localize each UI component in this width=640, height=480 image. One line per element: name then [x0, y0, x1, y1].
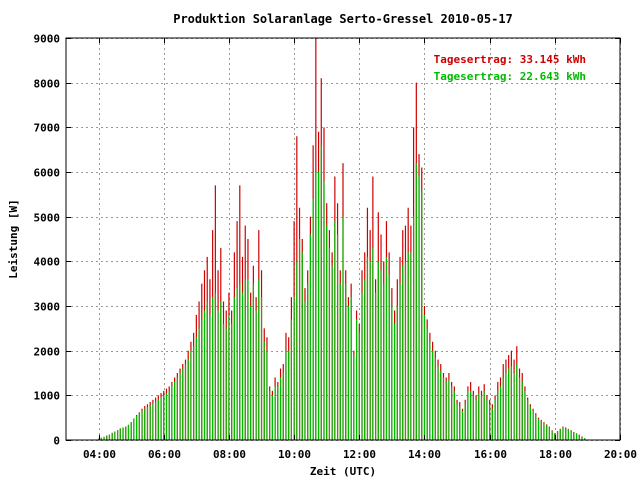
y-tick-label: 4000: [34, 256, 61, 269]
y-axis-label: Leistung [W]: [7, 199, 20, 278]
x-tick-label: 10:00: [278, 448, 311, 461]
legend: Tagesertrag: 33.145 kWh Tagesertrag: 22.…: [434, 53, 586, 83]
y-tick-label: 9000: [34, 33, 61, 46]
tick-labels: 04:00 06:00 08:00 10:00 12:00 14:00 16:00 18:00…: [34, 33, 638, 462]
x-tick-label: 20:00: [604, 448, 637, 461]
x-tick-label: 04:00: [83, 448, 116, 461]
ticks: [66, 38, 621, 441]
y-tick-label: 3000: [34, 301, 61, 314]
chart-title: Produktion Solaranlage Serto-Gressel 201…: [173, 12, 513, 26]
x-tick-label: 08:00: [213, 448, 246, 461]
x-tick-label: 14:00: [408, 448, 441, 461]
y-tick-label: 7000: [34, 122, 61, 135]
y-tick-label: 0: [53, 435, 60, 448]
x-tick-label: 06:00: [148, 448, 181, 461]
x-axis-label: Zeit (UTC): [310, 465, 376, 478]
x-tick-label: 18:00: [539, 448, 572, 461]
y-tick-label: 2000: [34, 346, 61, 359]
x-tick-label: 16:00: [474, 448, 507, 461]
legend-entry-series-1: Tagesertrag: 33.145 kWh: [434, 53, 586, 66]
y-tick-label: 1000: [34, 390, 61, 403]
x-tick-label: 12:00: [343, 448, 376, 461]
y-tick-label: 5000: [34, 212, 61, 225]
y-tick-label: 8000: [34, 78, 61, 91]
y-tick-label: 6000: [34, 167, 61, 180]
legend-entry-series-2: Tagesertrag: 22.643 kWh: [434, 70, 586, 83]
plot-frame: [65, 37, 621, 441]
bars: [97, 38, 586, 440]
